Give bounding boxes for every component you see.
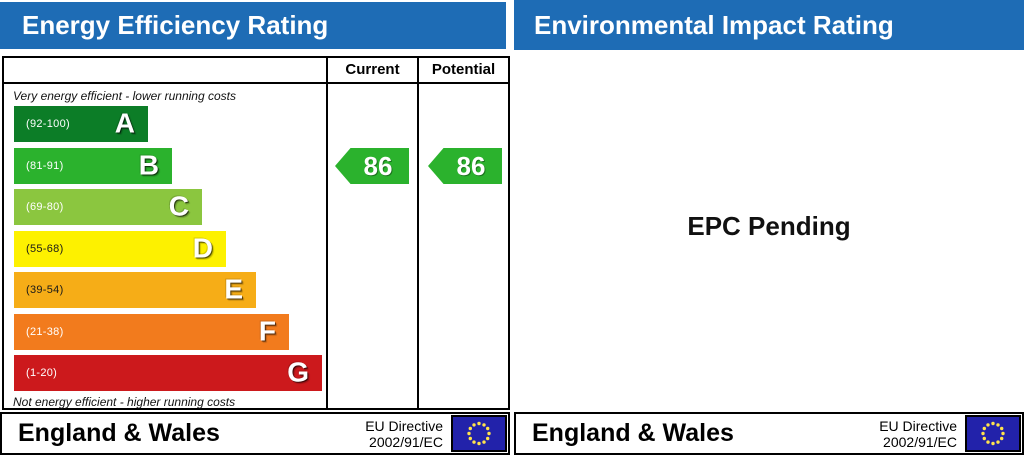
eu-flag-icon [965,415,1021,452]
energy-rating-chart: Current Potential Very energy efficient … [2,56,510,410]
eu-flag-icon [451,415,507,452]
epc-pending-status: EPC Pending [687,211,851,241]
band-a-range: (92-100) [26,118,70,130]
footer-environmental: England & Wales EU Directive 2002/91/EC [514,412,1024,455]
potential-column-header: Potential [431,61,496,78]
band-g-letter: G [287,356,309,388]
band-e-letter: E [224,273,243,305]
band-g-range: (1-20) [26,367,58,379]
footer-energy: England & Wales EU Directive 2002/91/EC [0,412,510,455]
band-d: (55-68) D [14,231,226,267]
current-rating-arrow: 86 [335,148,409,184]
eu-directive-line2: 2002/91/EC [369,433,443,450]
potential-rating-arrow: 86 [428,148,502,184]
band-e-range: (39-54) [26,284,64,296]
band-e: (39-54) E [14,272,256,308]
band-b-range: (81-91) [26,160,64,172]
environmental-impact-title: Environmental Impact Rating [534,9,894,40]
current-column-header: Current [345,61,400,78]
potential-rating-value: 86 [456,151,486,181]
band-c-letter: C [168,190,189,222]
eu-directive-label: EU Directive 2002/91/EC [365,418,443,450]
band-c-range: (69-80) [26,201,64,213]
eu-directive-line1: EU Directive [879,417,957,434]
column-divider [326,58,328,408]
band-f-range: (21-38) [26,326,64,338]
eu-directive-line1: EU Directive [365,417,443,434]
eu-directive-line2: 2002/91/EC [883,433,957,450]
not-efficient-note: Not energy efficient - higher running co… [13,395,236,409]
region-label: England & Wales [532,419,734,447]
band-g: (1-20) G [14,355,322,391]
band-c: (69-80) C [14,189,202,225]
band-f: (21-38) F [14,314,289,350]
band-a-letter: A [114,107,135,139]
band-f-letter: F [258,315,276,347]
efficient-note: Very energy efficient - lower running co… [13,89,236,103]
band-a: (92-100) A [14,106,148,142]
energy-efficiency-title: Energy Efficiency Rating [22,10,329,40]
band-b: (81-91) B [14,148,172,184]
region-label: England & Wales [18,419,220,447]
column-divider [417,58,419,408]
header-row-divider [4,82,508,84]
band-d-range: (55-68) [26,243,64,255]
energy-efficiency-header: Energy Efficiency Rating [0,2,506,49]
environmental-impact-header: Environmental Impact Rating [514,0,1024,50]
band-b-letter: B [138,149,159,181]
eu-directive-label: EU Directive 2002/91/EC [879,418,957,450]
current-rating-value: 86 [363,151,393,181]
band-d-letter: D [192,232,213,264]
